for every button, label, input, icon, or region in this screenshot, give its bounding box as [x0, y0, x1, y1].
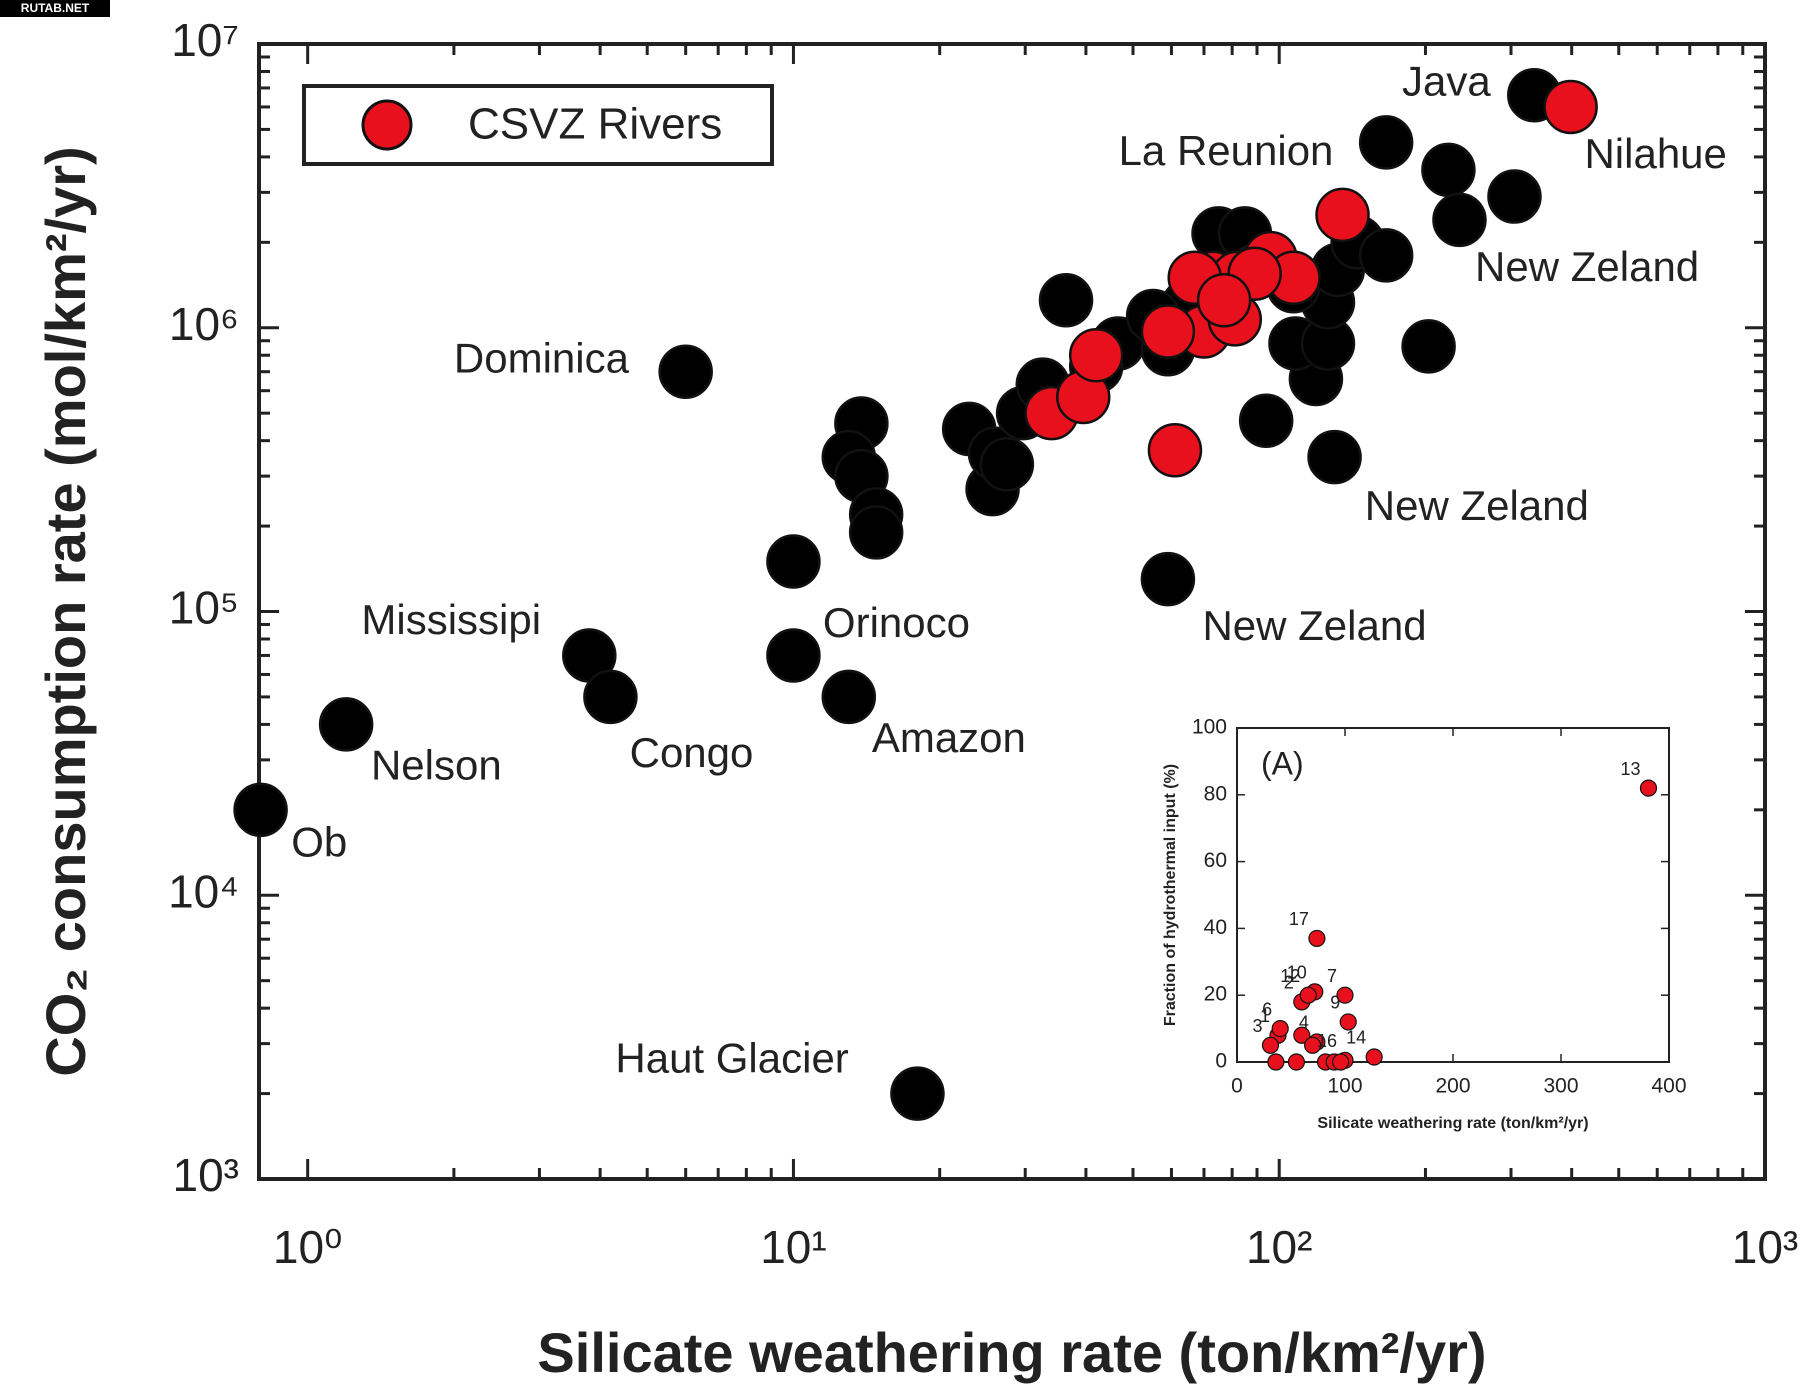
data-point [1267, 1053, 1285, 1071]
annotation: Dominica [454, 335, 630, 382]
data-point [1401, 319, 1456, 374]
legend-label: CSVZ Rivers [468, 100, 722, 149]
data-point [1639, 779, 1658, 797]
data-point [1303, 1036, 1322, 1054]
annotation: Ob [291, 818, 347, 865]
data-point [1238, 393, 1294, 449]
y-tick-label: 10³ [173, 1149, 239, 1201]
x-axis-label: Silicate weathering rate (ton/km²/yr) [1317, 1115, 1588, 1132]
data-point [658, 344, 713, 399]
data-point [318, 697, 374, 752]
legend-marker [361, 99, 413, 151]
x-tick-label: 10³ [1732, 1221, 1798, 1273]
data-point [1299, 986, 1317, 1004]
x-tick-label: 200 [1435, 1075, 1470, 1098]
data-point [979, 437, 1035, 492]
x-tick-label: 300 [1543, 1075, 1578, 1098]
y-tick-label: 60 [1204, 849, 1227, 872]
watermark-box [0, 0, 110, 17]
data-point [1271, 1019, 1289, 1038]
data-point [1315, 187, 1370, 243]
data-point [1308, 929, 1326, 948]
data-point [1293, 1026, 1311, 1044]
data-point [1358, 115, 1414, 170]
data-point [890, 1066, 945, 1121]
x-axis-label: Silicate weathering rate (ton/km²/yr) [537, 1321, 1486, 1384]
y-tick-label: 100 [1192, 716, 1227, 739]
point-label: 16 [1317, 1031, 1337, 1051]
point-label: 6 [1262, 999, 1272, 1019]
point-label: 7 [1327, 966, 1337, 986]
annotation: New Zeland [1365, 482, 1589, 529]
x-tick-label: 10² [1246, 1221, 1312, 1273]
annotation: Orinoco [823, 599, 970, 646]
data-point [1336, 986, 1354, 1004]
y-tick-label: 20 [1204, 983, 1227, 1006]
data-point [766, 628, 821, 683]
data-point [1339, 1013, 1357, 1031]
annotation: Java [1402, 58, 1491, 105]
data-point [848, 505, 904, 560]
point-label: 1 [1260, 1006, 1270, 1026]
y-tick-label: 10⁷ [171, 14, 239, 66]
point-label: 9 [1330, 993, 1340, 1013]
annotation: Nelson [371, 741, 502, 788]
data-point [1358, 228, 1414, 283]
annotation: Mississipi [361, 596, 541, 643]
data-point [1140, 304, 1196, 359]
x-tick-label: 10⁰ [273, 1221, 343, 1273]
annotation: La Reunion [1119, 127, 1334, 174]
x-tick-label: 100 [1327, 1075, 1362, 1098]
data-point [1261, 1036, 1280, 1054]
point-label: 13 [1620, 759, 1640, 779]
y-tick-label: 40 [1204, 916, 1227, 939]
data-point [1287, 1053, 1306, 1071]
watermark: RUTAB.NET [21, 1, 90, 15]
point-label: 4 [1299, 1013, 1309, 1033]
y-tick-label: 0 [1215, 1050, 1227, 1073]
annotation: Haut Glacier [615, 1034, 848, 1081]
x-tick-label: 0 [1231, 1075, 1243, 1098]
y-tick-label: 80 [1204, 782, 1227, 805]
data-point [766, 534, 821, 589]
point-label: 10 [1287, 963, 1307, 983]
y-tick-label: 10⁶ [169, 298, 239, 350]
data-point [1487, 169, 1542, 224]
point-label: 14 [1346, 1028, 1366, 1048]
data-point [583, 669, 638, 725]
x-tick-label: 400 [1651, 1075, 1686, 1098]
annotation: Nilahue [1584, 130, 1726, 177]
annotation: New Zeland [1475, 243, 1699, 290]
inset-title: (A) [1261, 745, 1304, 781]
point-label: 17 [1289, 909, 1309, 929]
data-point [1421, 142, 1476, 198]
data-point [1365, 1048, 1383, 1066]
data-point [1068, 327, 1124, 383]
data-point [821, 669, 877, 725]
point-label: 2 [1284, 973, 1294, 993]
y-tick-label: 10⁵ [169, 582, 239, 634]
y-tick-label: 10⁴ [168, 865, 239, 917]
y-axis-label: Fraction of hydrothermal input (%) [1162, 764, 1179, 1026]
data-point [1543, 79, 1598, 135]
annotation: New Zeland [1202, 602, 1426, 649]
data-point [1307, 429, 1362, 485]
data-point [1432, 192, 1487, 248]
data-point [1147, 423, 1203, 478]
data-point [1196, 273, 1252, 328]
y-axis-label: CO₂ consumption rate (mol/km²/yr) [34, 146, 97, 1076]
annotation: Congo [630, 729, 754, 776]
point-label: 12 [1280, 966, 1300, 986]
data-point [1332, 1053, 1350, 1071]
x-tick-label: 10¹ [760, 1221, 826, 1273]
data-point [233, 782, 288, 838]
point-label: 3 [1252, 1016, 1262, 1036]
data-point [1038, 273, 1094, 328]
data-point [1140, 551, 1196, 607]
annotation: Amazon [872, 714, 1026, 761]
